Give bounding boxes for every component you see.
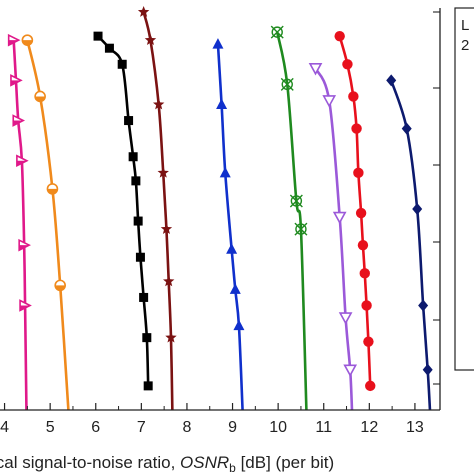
data-point xyxy=(93,31,103,41)
data-point xyxy=(124,116,134,126)
data-point xyxy=(133,216,143,226)
data-point xyxy=(18,238,31,252)
series-line xyxy=(26,39,70,411)
data-point xyxy=(351,123,362,134)
series-2 xyxy=(21,34,70,411)
data-point xyxy=(308,62,323,76)
data-point xyxy=(355,207,367,219)
data-point xyxy=(418,299,429,312)
series-line xyxy=(314,67,354,411)
data-point xyxy=(334,30,345,42)
data-point xyxy=(54,279,66,292)
data-point xyxy=(289,194,303,208)
series-line xyxy=(97,35,150,386)
data-point xyxy=(21,34,34,46)
data-point xyxy=(104,43,114,53)
series-5 xyxy=(212,38,245,411)
data-point xyxy=(361,300,372,311)
x-axis-label: ical signal-to-noise ratio, OSNRb [dB] (… xyxy=(0,453,334,474)
data-point xyxy=(233,319,245,331)
series-8 xyxy=(334,30,376,392)
data-point xyxy=(332,211,347,225)
data-point xyxy=(343,364,358,377)
data-point xyxy=(401,122,412,135)
data-point xyxy=(165,331,177,343)
x-tick-label: 4 xyxy=(0,419,9,436)
data-point xyxy=(157,166,169,178)
x-tick-label: 5 xyxy=(46,419,55,436)
x-tick-label: 12 xyxy=(360,419,378,436)
data-point xyxy=(212,38,224,49)
data-point xyxy=(294,222,308,236)
legend-text: L xyxy=(461,17,469,34)
data-point xyxy=(128,152,138,162)
series-line xyxy=(12,40,28,411)
data-point xyxy=(137,6,150,17)
data-point xyxy=(16,154,29,168)
x-tick-label: 13 xyxy=(406,419,424,436)
data-point xyxy=(280,77,294,91)
data-point xyxy=(19,299,32,312)
data-point xyxy=(143,381,153,391)
data-point xyxy=(363,336,374,347)
series-1 xyxy=(7,33,32,411)
data-point xyxy=(216,98,228,109)
data-point xyxy=(46,183,59,195)
x-tick-label: 9 xyxy=(228,419,237,436)
data-point xyxy=(12,114,26,127)
data-point xyxy=(357,239,369,251)
x-tick-label: 7 xyxy=(137,419,146,436)
plot-area xyxy=(7,6,433,411)
data-point xyxy=(359,268,370,279)
data-point xyxy=(386,74,397,87)
x-tick-label: 6 xyxy=(91,419,100,436)
data-point xyxy=(322,95,337,108)
data-point xyxy=(162,275,175,287)
data-point xyxy=(152,98,165,110)
data-point xyxy=(10,74,23,87)
data-point xyxy=(219,166,231,178)
data-point xyxy=(160,223,173,234)
legend-text: 2 xyxy=(461,37,469,54)
legend: L2 xyxy=(454,7,474,371)
data-point xyxy=(135,252,145,262)
data-point xyxy=(422,363,433,376)
data-point xyxy=(7,33,21,47)
data-point xyxy=(342,59,353,70)
data-point xyxy=(144,34,157,46)
series-3 xyxy=(93,31,153,391)
data-point xyxy=(412,203,423,215)
data-point xyxy=(365,380,376,392)
data-point xyxy=(348,91,359,102)
x-tick-label: 10 xyxy=(269,419,287,436)
data-point xyxy=(229,283,241,294)
x-tick-label: 8 xyxy=(182,419,191,436)
legend-box xyxy=(454,7,474,371)
x-axis: 4 5 6 7 8 9 10 11 12 13 xyxy=(0,8,441,436)
series-7 xyxy=(308,62,358,411)
data-point xyxy=(270,25,284,39)
series-4 xyxy=(137,6,177,411)
data-point xyxy=(131,176,141,186)
data-point xyxy=(34,90,46,103)
data-point xyxy=(338,312,353,325)
series-9 xyxy=(386,74,433,411)
data-point xyxy=(139,292,149,302)
x-tick-label: 11 xyxy=(315,419,332,436)
data-point xyxy=(142,333,152,343)
data-point xyxy=(353,167,364,179)
data-point xyxy=(117,59,127,69)
data-point xyxy=(226,243,238,254)
series-6 xyxy=(270,25,308,411)
